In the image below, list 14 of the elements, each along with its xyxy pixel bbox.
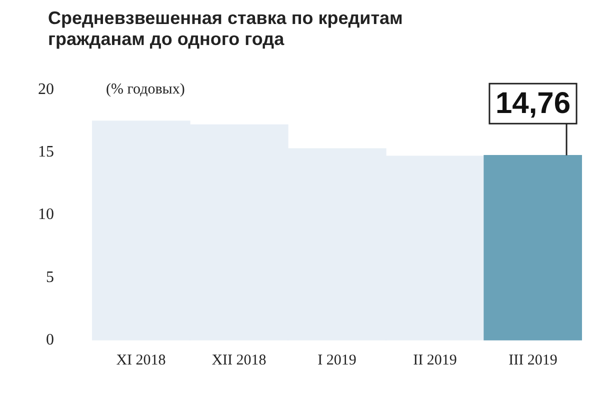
y-tick-label: 0 xyxy=(46,332,54,349)
x-tick-label: III 2019 xyxy=(508,352,558,368)
x-tick-label: XII 2018 xyxy=(212,352,266,368)
y-tick-label: 15 xyxy=(38,144,54,161)
bar xyxy=(484,154,582,340)
x-tick-label: XI 2018 xyxy=(116,352,166,368)
data-label: 14,76 xyxy=(495,86,571,120)
y-tick-label: 5 xyxy=(46,268,54,286)
y-tick-label: 10 xyxy=(38,206,54,224)
y-tick-label: 20 xyxy=(38,80,54,98)
x-tick-label: II 2019 xyxy=(413,352,457,368)
y-axis-title: (% годовых) xyxy=(106,82,185,98)
x-tick-label: I 2019 xyxy=(318,352,356,368)
chart-title: Средневзвешенная ставка по кредитам гражданам до одного года xyxy=(48,8,404,50)
